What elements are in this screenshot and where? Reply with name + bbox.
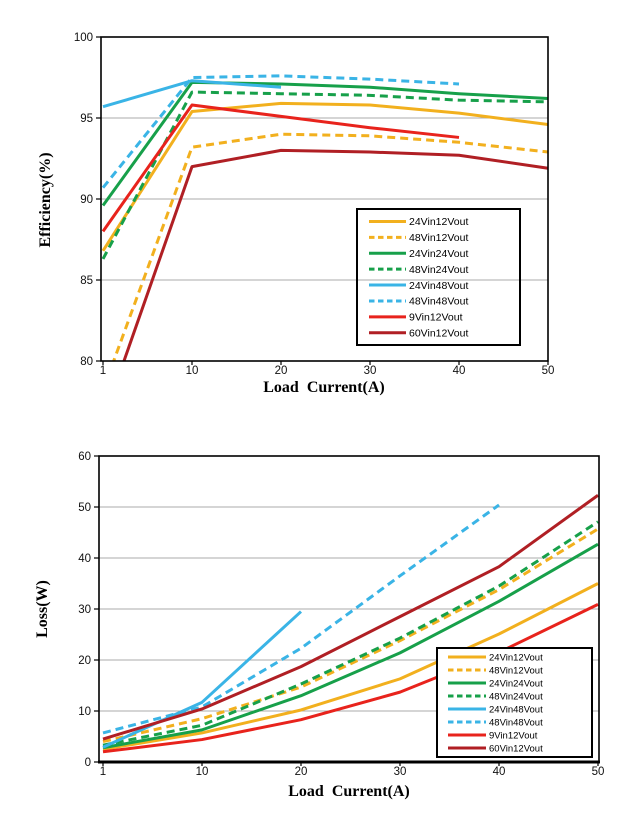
series-line-48Vin24Vout: [101, 90, 549, 260]
series-line-24Vin12Vout: [102, 582, 599, 751]
series-line-48Vin48Vout: [102, 503, 500, 735]
legend-label-9Vin12Vout: 9Vin12Vout: [489, 730, 538, 741]
x-tick-label: 1: [100, 365, 106, 377]
legend-label-48Vin24Vout: 48Vin24Vout: [409, 264, 468, 276]
legend-label-60Vin12Vout: 60Vin12Vout: [409, 328, 468, 340]
series-line-24Vin48Vout: [102, 79, 282, 109]
x-tick-label: 10: [186, 365, 199, 377]
efficiency-y-axis-title: Efficiency(%): [37, 152, 54, 248]
legend-label-24Vin48Vout: 24Vin48Vout: [409, 280, 468, 292]
series-line-24Vin12Vout: [101, 101, 549, 252]
legend-label-9Vin12Vout: 9Vin12Vout: [409, 312, 463, 324]
y-tick-label: 90: [80, 194, 93, 206]
legend-label-24Vin12Vout: 24Vin12Vout: [489, 652, 543, 663]
legend-label-24Vin24Vout: 24Vin24Vout: [489, 678, 543, 689]
x-tick-label: 20: [295, 766, 308, 778]
series-line-9Vin12Vout: [101, 103, 460, 233]
series-line-24Vin48Vout: [102, 610, 303, 749]
y-tick-label: 20: [78, 655, 91, 667]
series-line-24Vin24Vout: [102, 542, 599, 750]
x-tick-label: 1: [100, 766, 106, 778]
legend-label-60Vin12Vout: 60Vin12Vout: [489, 743, 543, 754]
series-line-48Vin48Vout: [101, 74, 460, 189]
legend-label-24Vin12Vout: 24Vin12Vout: [409, 216, 468, 228]
legend-label-48Vin12Vout: 48Vin12Vout: [409, 232, 468, 244]
loss-y-axis-title: Loss(W): [34, 580, 51, 638]
legend-box: [356, 208, 521, 346]
y-tick-label: 50: [78, 502, 91, 514]
y-tick-label: 0: [85, 757, 91, 769]
x-tick-label: 50: [542, 365, 555, 377]
legend-label-48Vin48Vout: 48Vin48Vout: [489, 717, 543, 728]
series-line-9Vin12Vout: [102, 603, 599, 754]
loss-x-axis-title: Load Current(A): [288, 783, 410, 800]
series-line-48Vin12Vout: [102, 527, 599, 744]
x-tick-label: 50: [592, 766, 605, 778]
y-tick-label: 80: [80, 356, 93, 368]
series-line-24Vin24Vout: [101, 80, 549, 207]
legend-label-24Vin24Vout: 24Vin24Vout: [409, 248, 468, 260]
series-line-48Vin24Vout: [102, 520, 599, 747]
legend-box: [436, 647, 593, 758]
x-tick-label: 40: [493, 766, 506, 778]
x-tick-label: 30: [394, 766, 407, 778]
x-tick-label: 10: [196, 766, 209, 778]
y-tick-label: 95: [80, 113, 93, 125]
legend-label-48Vin12Vout: 48Vin12Vout: [489, 665, 543, 676]
x-tick-label: 30: [364, 365, 377, 377]
legend-label-48Vin24Vout: 48Vin24Vout: [489, 691, 543, 702]
series-line-60Vin12Vout: [122, 148, 549, 361]
y-tick-label: 85: [80, 275, 93, 287]
series-line-60Vin12Vout: [102, 494, 599, 741]
y-tick-label: 30: [78, 604, 91, 616]
y-tick-label: 100: [74, 32, 93, 44]
y-tick-label: 40: [78, 553, 91, 565]
legend-label-48Vin48Vout: 48Vin48Vout: [409, 296, 468, 308]
efficiency-x-axis-title: Load Current(A): [263, 379, 385, 396]
y-tick-label: 60: [78, 451, 91, 463]
y-tick-label: 10: [78, 706, 91, 718]
legend-label-24Vin48Vout: 24Vin48Vout: [489, 704, 543, 715]
series-line-48Vin12Vout: [112, 132, 549, 361]
x-tick-label: 20: [275, 365, 288, 377]
x-tick-label: 40: [453, 365, 466, 377]
